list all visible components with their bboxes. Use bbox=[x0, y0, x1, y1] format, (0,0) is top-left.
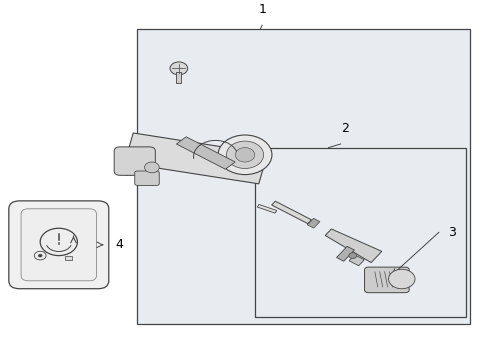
Text: 2: 2 bbox=[342, 122, 349, 135]
Polygon shape bbox=[337, 246, 354, 261]
Circle shape bbox=[145, 162, 159, 173]
Polygon shape bbox=[176, 137, 235, 169]
FancyBboxPatch shape bbox=[135, 171, 159, 185]
Bar bbox=[137, 29, 470, 324]
Circle shape bbox=[235, 148, 255, 162]
Circle shape bbox=[170, 62, 188, 75]
Polygon shape bbox=[124, 133, 268, 184]
Circle shape bbox=[226, 141, 264, 168]
Circle shape bbox=[38, 254, 42, 257]
Text: 1: 1 bbox=[258, 3, 266, 16]
Circle shape bbox=[389, 269, 415, 289]
FancyBboxPatch shape bbox=[21, 209, 97, 281]
FancyBboxPatch shape bbox=[365, 267, 409, 293]
Polygon shape bbox=[257, 204, 277, 213]
FancyBboxPatch shape bbox=[114, 147, 155, 175]
Polygon shape bbox=[271, 201, 312, 224]
Polygon shape bbox=[325, 229, 382, 262]
FancyBboxPatch shape bbox=[9, 201, 109, 289]
Text: 4: 4 bbox=[115, 238, 123, 251]
Circle shape bbox=[349, 253, 357, 258]
Polygon shape bbox=[307, 218, 320, 228]
Circle shape bbox=[218, 135, 272, 175]
FancyBboxPatch shape bbox=[65, 256, 72, 260]
Bar bbox=[255, 148, 466, 317]
Polygon shape bbox=[349, 255, 365, 266]
Polygon shape bbox=[176, 72, 181, 83]
Text: 3: 3 bbox=[448, 226, 456, 239]
